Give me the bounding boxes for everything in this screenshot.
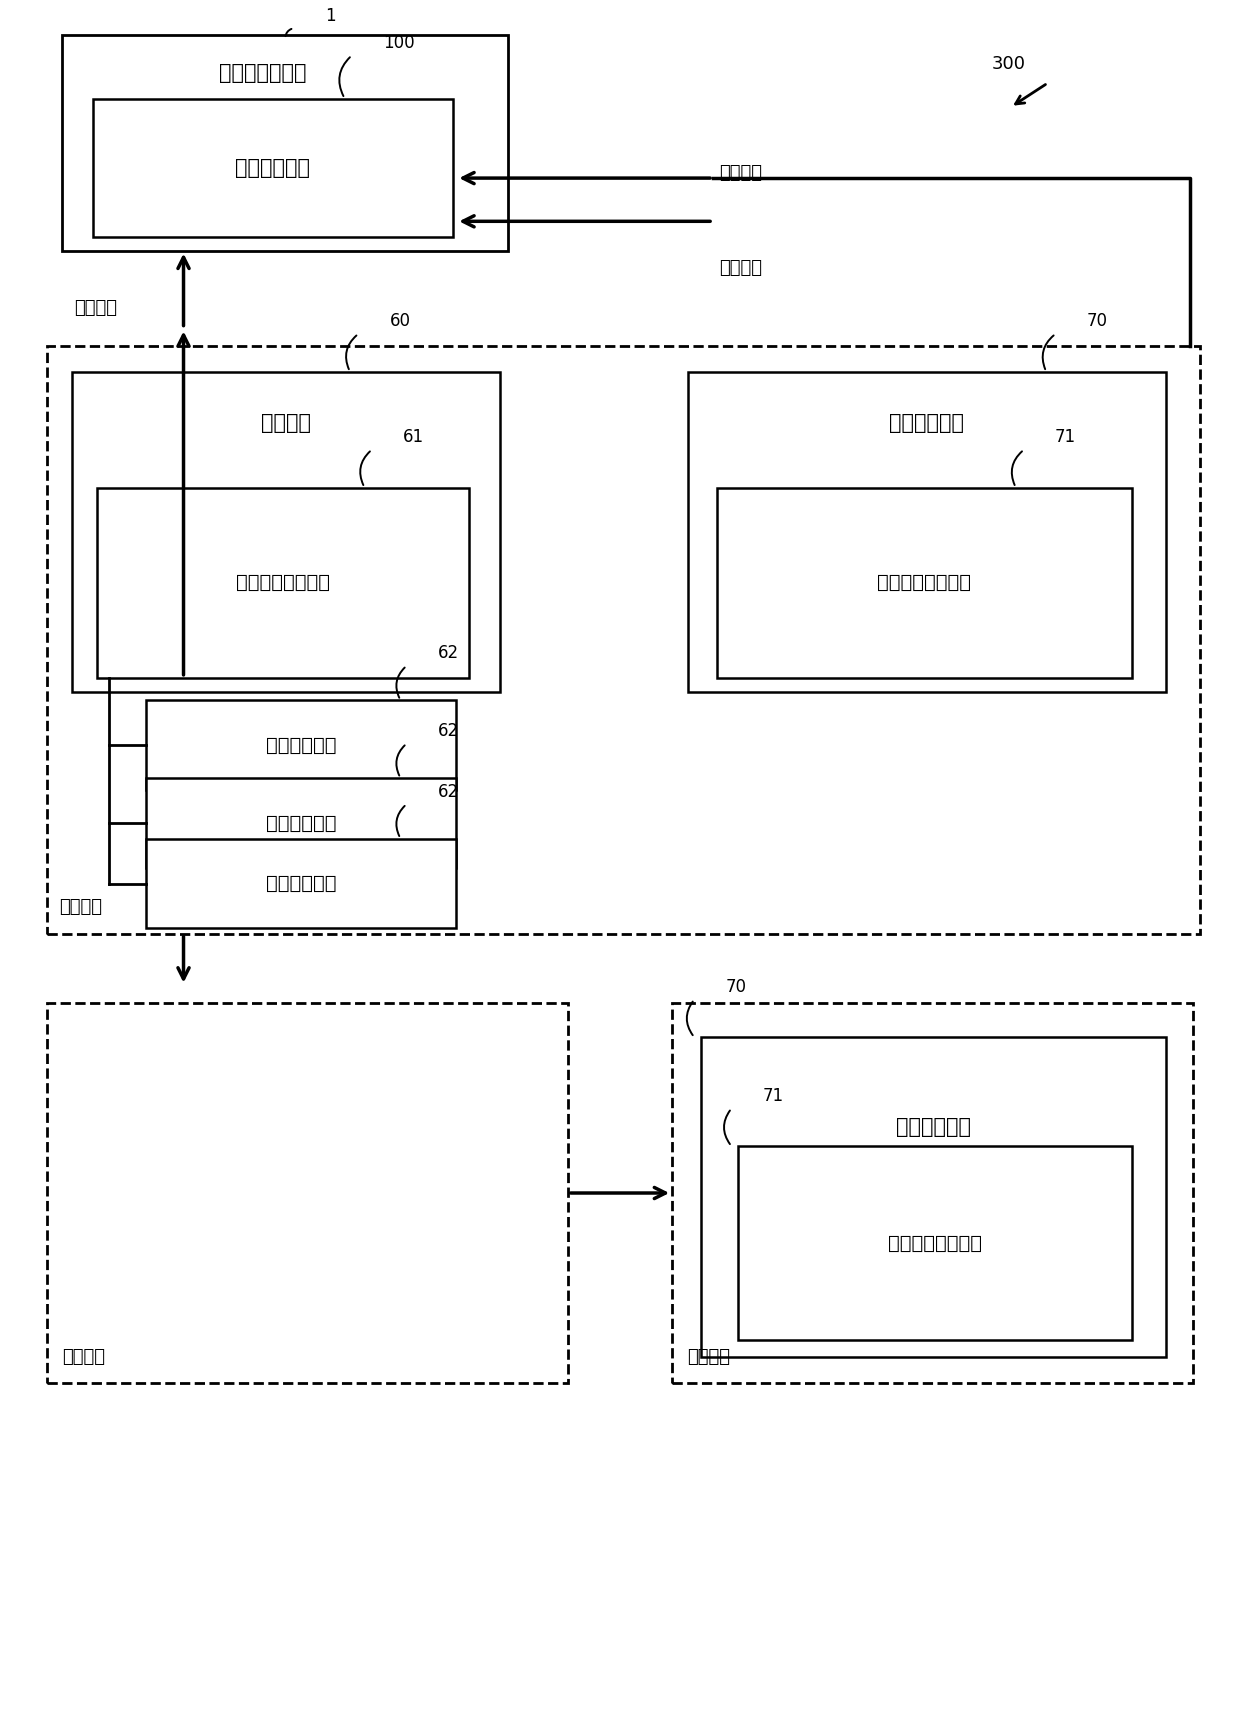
Bar: [93, 99, 453, 237]
Text: 温度数据存储区域: 温度数据存储区域: [236, 574, 330, 591]
Text: 61: 61: [403, 429, 424, 446]
Text: 温度数据: 温度数据: [74, 299, 118, 316]
Text: 温度测量装置: 温度测量装置: [267, 814, 336, 832]
Text: 检查工序: 检查工序: [687, 1349, 730, 1366]
Text: 温度测量装置: 温度测量装置: [267, 737, 336, 754]
Text: 加工工序: 加工工序: [60, 899, 103, 916]
Bar: [717, 488, 1132, 678]
Bar: [738, 1146, 1132, 1340]
Bar: [146, 778, 456, 868]
Text: 1: 1: [325, 7, 336, 24]
Bar: [672, 1003, 1193, 1383]
Text: 输送工序: 输送工序: [62, 1349, 105, 1366]
Bar: [97, 488, 469, 678]
Text: 62: 62: [438, 645, 459, 662]
Bar: [146, 839, 456, 928]
Text: 71: 71: [763, 1088, 784, 1105]
Text: 62: 62: [438, 783, 459, 801]
Text: 70: 70: [1086, 313, 1107, 330]
Text: 71: 71: [1055, 429, 1076, 446]
Bar: [146, 700, 456, 790]
Text: 形状数据: 形状数据: [719, 259, 763, 277]
Text: 热位移修正装置: 热位移修正装置: [219, 64, 306, 83]
Text: 70: 70: [725, 979, 746, 996]
Bar: [62, 35, 508, 251]
Bar: [47, 346, 1200, 934]
Text: 300: 300: [992, 55, 1025, 73]
Bar: [72, 372, 500, 692]
Text: 温度测量装置: 温度测量装置: [267, 875, 336, 892]
Text: 100: 100: [383, 35, 414, 52]
Text: 控制装置: 控制装置: [260, 413, 311, 432]
Bar: [47, 1003, 568, 1383]
Text: 形状数据: 形状数据: [719, 164, 763, 182]
Text: 形状数据存储区域: 形状数据存储区域: [888, 1235, 982, 1252]
Text: 机器学习装置: 机器学习装置: [236, 157, 310, 178]
Bar: [688, 372, 1166, 692]
Text: 62: 62: [438, 723, 459, 740]
Text: 形状测量装置: 形状测量装置: [889, 413, 965, 432]
Text: 60: 60: [389, 313, 410, 330]
Text: 形状数据存储区域: 形状数据存储区域: [878, 574, 971, 591]
Text: 形状测量装置: 形状测量装置: [895, 1117, 971, 1138]
Bar: [701, 1037, 1166, 1357]
